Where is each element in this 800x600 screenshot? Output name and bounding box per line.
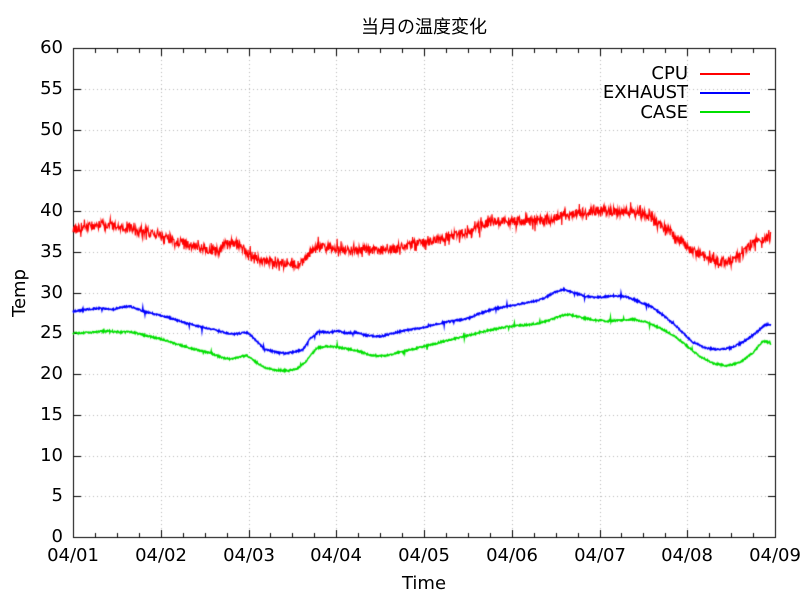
legend-line-sample — [700, 72, 750, 75]
x-tick-label: 04/06 — [486, 545, 538, 566]
y-tick-label: 35 — [40, 241, 63, 262]
x-tick-label: 04/08 — [661, 545, 713, 566]
legend-item-case: CASE — [603, 103, 750, 122]
y-tick-label: 0 — [51, 526, 63, 547]
x-axis-title: Time — [401, 573, 447, 594]
y-tick-label: 5 — [51, 485, 63, 506]
x-tick-label: 04/04 — [310, 545, 362, 566]
legend-item-cpu: CPU — [603, 64, 750, 83]
legend-line-sample — [700, 91, 750, 94]
x-tick-label: 04/05 — [398, 545, 450, 566]
legend: CPU EXHAUST CASE — [603, 64, 750, 122]
x-tick-label: 04/07 — [574, 545, 626, 566]
y-tick-label: 30 — [40, 282, 63, 303]
legend-label: CPU — [651, 63, 688, 85]
legend-label: EXHAUST — [602, 82, 688, 104]
y-tick-label: 10 — [40, 445, 63, 466]
y-tick-label: 50 — [40, 119, 63, 140]
y-tick-label: 25 — [40, 322, 63, 343]
x-tick-label: 04/03 — [223, 545, 275, 566]
x-tick-label: 04/01 — [47, 545, 99, 566]
legend-item-exhaust: EXHAUST — [603, 83, 750, 102]
chart-title: 当月の温度変化 — [361, 17, 487, 38]
y-tick-label: 60 — [40, 37, 63, 58]
y-tick-label: 20 — [40, 363, 63, 384]
y-tick-label: 15 — [40, 404, 63, 425]
legend-label: CASE — [640, 101, 688, 123]
legend-line-sample — [700, 111, 750, 114]
y-tick-label: 55 — [40, 78, 63, 99]
x-tick-label: 04/09 — [749, 545, 800, 566]
y-tick-label: 40 — [40, 200, 63, 221]
y-tick-label: 45 — [40, 159, 63, 180]
x-tick-label: 04/02 — [135, 545, 187, 566]
